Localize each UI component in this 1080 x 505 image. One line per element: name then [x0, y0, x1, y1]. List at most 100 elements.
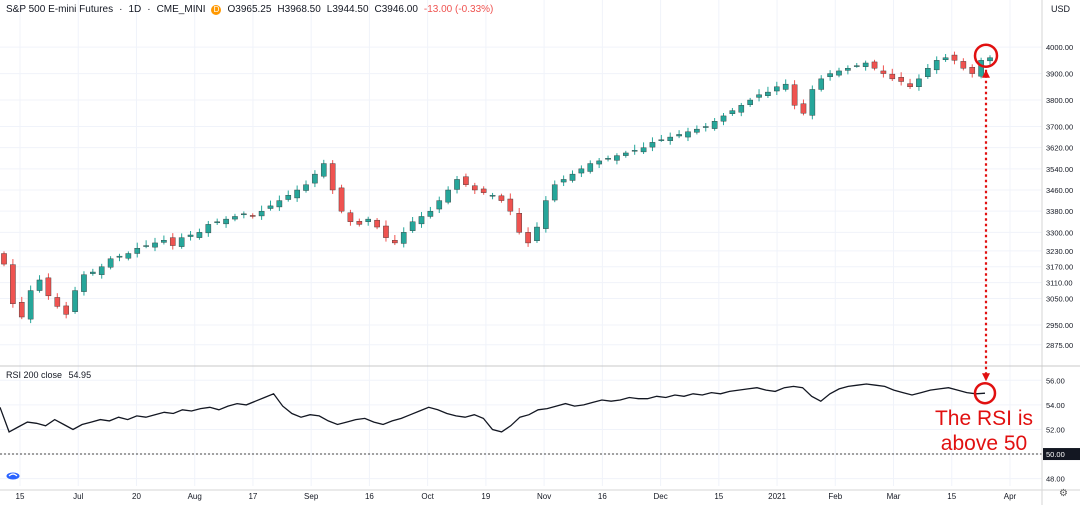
- candle-body: [409, 221, 416, 231]
- rsi-label: RSI 200 close: [6, 370, 63, 380]
- candle-body: [836, 70, 842, 76]
- candle-body: [862, 62, 869, 67]
- candle-body: [98, 266, 105, 275]
- time-tick-label: 15: [714, 492, 723, 501]
- candle-body: [241, 213, 247, 216]
- candle-body: [543, 200, 549, 229]
- candle-body: [827, 73, 833, 77]
- candle-body: [916, 78, 922, 88]
- candle-body: [747, 99, 753, 105]
- arrow-head-down: [982, 373, 990, 382]
- candle-body: [898, 77, 904, 82]
- time-tick-label: 2021: [768, 492, 786, 501]
- interval-label[interactable]: 1D: [128, 4, 142, 15]
- candle-body: [81, 274, 87, 292]
- currency-label[interactable]: USD: [1050, 4, 1070, 14]
- candle-body: [694, 128, 700, 133]
- delayed-icon: D: [211, 4, 222, 15]
- candle-body: [498, 195, 505, 201]
- candle-body: [489, 195, 496, 197]
- candle-body: [1, 253, 7, 265]
- annotation-line1: The RSI is: [934, 407, 1034, 430]
- rsi-circle: [973, 381, 997, 405]
- candle-body: [143, 245, 149, 247]
- candle-body: [116, 255, 123, 258]
- time-axis[interactable]: 15 Jul 20 Aug 17 Sep 16 Oct 19 Nov 16 Dec 15 2021 Feb M…: [16, 492, 1017, 501]
- rsi-pane[interactable]: [0, 383, 1042, 455]
- candle-body: [418, 216, 425, 225]
- candle-body: [729, 110, 736, 114]
- candle-body: [667, 136, 674, 141]
- price-tick-label: 3230.00: [1046, 247, 1073, 256]
- candle-body: [702, 126, 709, 128]
- time-tick-label: 15: [947, 492, 956, 501]
- time-tick-label: Dec: [653, 492, 667, 501]
- rsi-50-badge-label: 50.00: [1046, 450, 1065, 459]
- candle-body: [738, 105, 745, 113]
- tradingview-logo-icon[interactable]: [6, 470, 20, 480]
- candle-body: [36, 279, 43, 291]
- candle-body: [614, 155, 620, 161]
- price-candles[interactable]: [1, 51, 993, 324]
- time-tick-label: Aug: [188, 492, 202, 501]
- candle-body: [480, 188, 487, 193]
- candle-body: [338, 187, 345, 212]
- rsi-header[interactable]: RSI 200 close 54.95: [6, 370, 91, 380]
- candle-body: [303, 184, 309, 191]
- symbol-header[interactable]: S&P 500 E-mini Futures · 1D · CME_MINI D…: [6, 4, 494, 15]
- candle-body: [125, 253, 132, 259]
- price-tick-label: 2875.00: [1046, 341, 1073, 350]
- rsi-50-badge: [1043, 448, 1080, 461]
- price-tick-label: 3170.00: [1046, 263, 1073, 272]
- candle-body: [845, 68, 851, 71]
- candle-body: [551, 184, 558, 201]
- settings-gear-icon[interactable]: ⚙: [1059, 488, 1068, 499]
- candle-body: [720, 115, 727, 122]
- candle-body: [516, 213, 523, 233]
- candle-body: [205, 224, 212, 234]
- candle-body: [871, 61, 878, 69]
- candle-body: [649, 142, 656, 148]
- candle-body: [285, 195, 292, 200]
- time-tick-label: Feb: [828, 492, 842, 501]
- candle-body: [63, 305, 69, 315]
- arrow-head-up: [982, 69, 990, 78]
- candle-body: [214, 221, 220, 224]
- candle-body: [312, 173, 318, 184]
- candle-body: [525, 232, 531, 244]
- candle-body: [605, 158, 611, 160]
- price-tick-label: 3800.00: [1046, 96, 1073, 105]
- candle-body: [294, 189, 300, 199]
- candle-body: [347, 212, 354, 222]
- candle-body: [454, 179, 460, 190]
- candle-body: [782, 83, 789, 90]
- candle-body: [249, 215, 256, 217]
- candle-body: [889, 73, 896, 80]
- candle-body: [534, 226, 540, 242]
- candle-body: [711, 120, 718, 129]
- candle-body: [631, 150, 638, 152]
- candle-body: [774, 86, 780, 92]
- time-tick-label: Apr: [1004, 492, 1017, 501]
- price-tick-label: 3620.00: [1046, 144, 1073, 153]
- candle-body: [152, 242, 158, 248]
- candle-body: [374, 219, 380, 228]
- candle-body: [765, 91, 771, 96]
- close-value: C3946.00: [374, 4, 418, 15]
- candle-body: [400, 232, 407, 244]
- rsi-tick-label: 52.00: [1046, 425, 1065, 434]
- candle-body: [676, 134, 682, 137]
- price-tick-label: 3460.00: [1046, 186, 1073, 195]
- rsi-tick-label: 54.00: [1046, 401, 1065, 410]
- candle-body: [329, 163, 336, 191]
- candle-body: [72, 290, 78, 312]
- change-value: -13.00 (-0.33%): [423, 4, 494, 15]
- candle-body: [383, 225, 389, 238]
- candle-body: [756, 94, 762, 98]
- candle-body: [107, 258, 114, 268]
- symbol-name[interactable]: S&P 500 E-mini Futures: [6, 4, 114, 15]
- price-tick-label: 3110.00: [1046, 279, 1073, 288]
- rsi-annotation: The RSI is above 50: [925, 406, 1043, 456]
